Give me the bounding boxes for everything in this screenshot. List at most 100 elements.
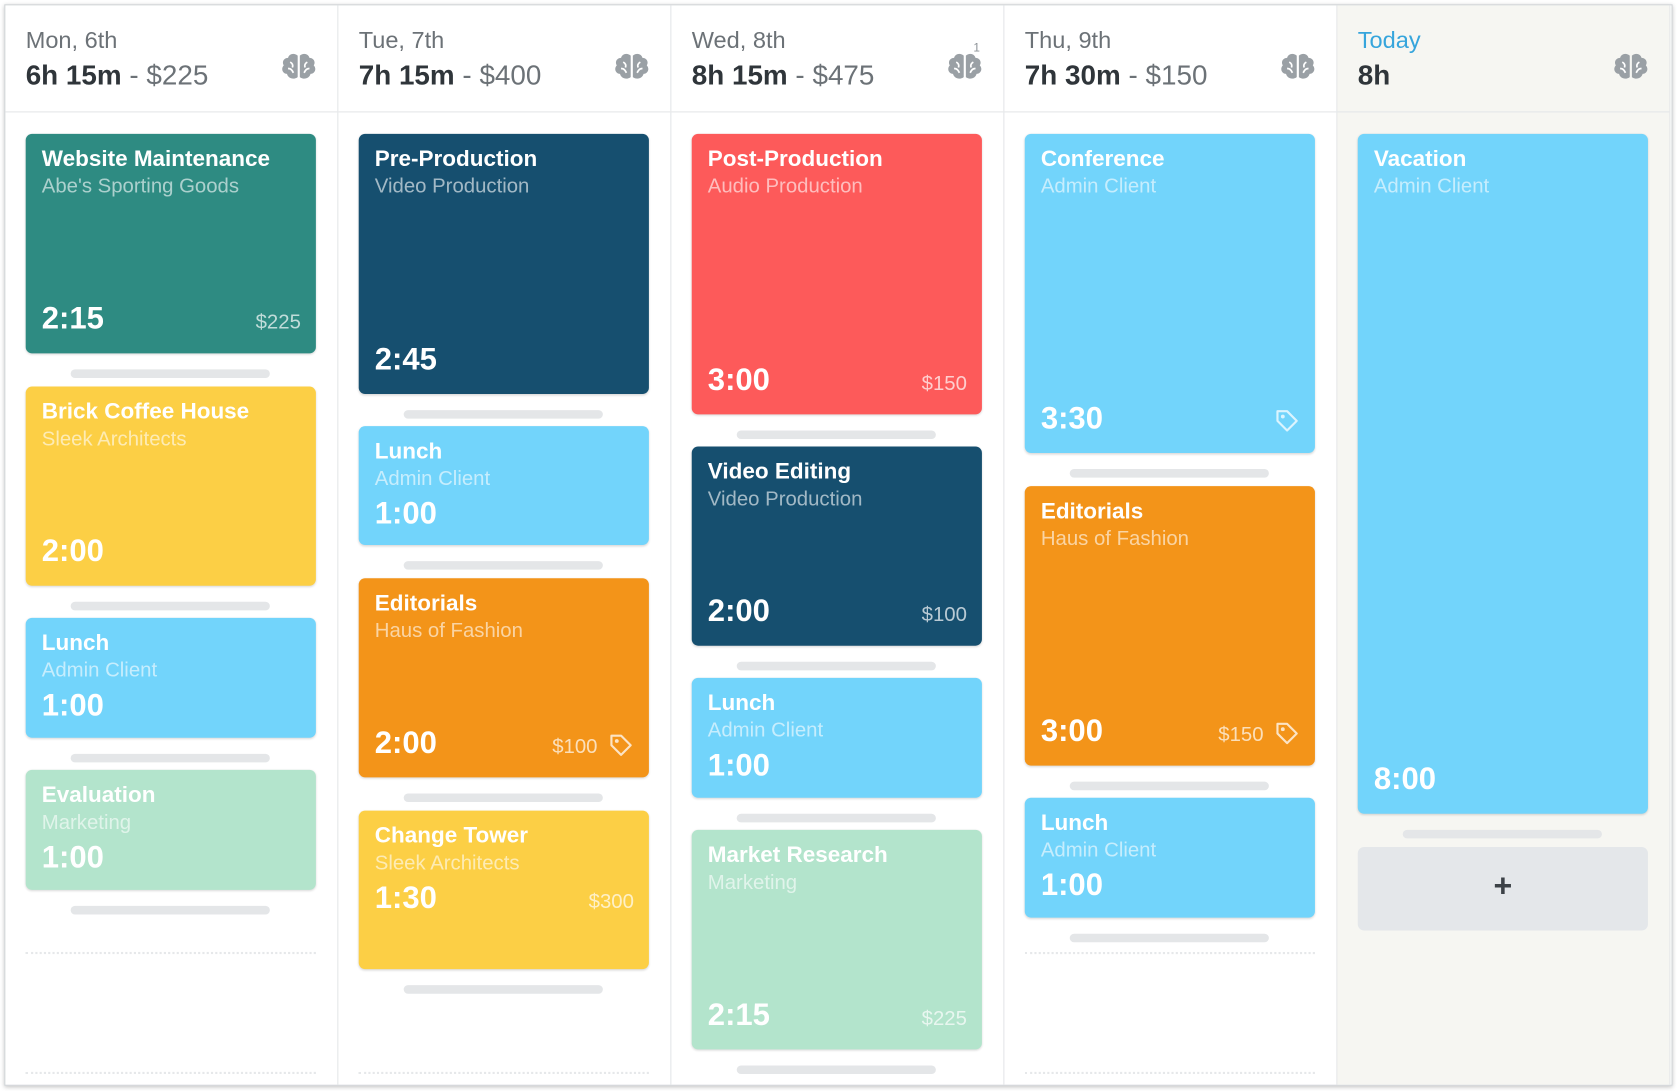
- time-entry[interactable]: Website Maintenance Abe's Sporting Goods 2…: [25, 133, 316, 354]
- empty-slot: [25, 951, 316, 955]
- add-entry-button[interactable]: +: [1357, 847, 1648, 931]
- drag-handle: [1402, 829, 1602, 839]
- entry-title: Conference: [1040, 146, 1165, 172]
- entry-title: Lunch: [707, 690, 776, 716]
- drag-handle: [736, 661, 936, 671]
- day-column: Mon, 6th 6h 15m - $225 Website Maintenance…: [5, 5, 339, 1085]
- entry-duration: 1:00: [374, 496, 437, 532]
- day-total: 7h 30m - $150: [1025, 59, 1208, 92]
- day-column: Wed, 8th 8h 15m - $475 1 Post-Production Aud…: [671, 5, 1005, 1085]
- day-header: Wed, 8th 8h 15m - $475 1: [671, 5, 1004, 113]
- separator-text: -: [462, 58, 472, 92]
- entry-title: Website Maintenance: [41, 146, 271, 172]
- entry-duration: 1:00: [41, 840, 104, 875]
- entry-amount: $100: [552, 735, 598, 759]
- entry-client: Admin Client: [374, 467, 491, 491]
- brain-icon[interactable]: [948, 52, 982, 89]
- time-entry[interactable]: Evaluation Marketing 1:00: [25, 769, 316, 890]
- drag-handle: [70, 601, 270, 611]
- total-hours: 8h 15m: [691, 58, 788, 92]
- time-entry[interactable]: Market Research Marketing 2:15 $225: [691, 829, 982, 1050]
- entry-title: Change Tower: [374, 823, 529, 849]
- time-entry[interactable]: Brick Coffee House Sleek Architects 2:00: [25, 386, 316, 586]
- entry-client: Admin Client: [41, 659, 158, 683]
- drag-handle: [70, 753, 270, 763]
- brain-icon[interactable]: [1614, 52, 1648, 89]
- day-total: 8h 15m - $475: [692, 59, 875, 92]
- day-header: Tue, 7th 7h 15m - $400: [338, 5, 671, 113]
- empty-slot: [1024, 951, 1315, 955]
- time-entry[interactable]: Conference Admin Client 3:30: [1024, 133, 1315, 453]
- time-entry[interactable]: Video Editing Video Production 2:00 $100: [691, 446, 982, 646]
- day-label: Thu, 9th: [1024, 26, 1112, 54]
- time-entry[interactable]: Lunch Admin Client 1:00: [358, 426, 649, 546]
- day-header: Today 8h: [1337, 5, 1670, 113]
- week-board: Mon, 6th 6h 15m - $225 Website Maintenance…: [4, 4, 1673, 1086]
- entry-client: Video Production: [374, 175, 530, 199]
- entry-amount: $225: [921, 1007, 967, 1031]
- time-entry[interactable]: Post-Production Audio Production 3:00 $150: [691, 133, 982, 415]
- entry-duration: 3:00: [707, 363, 770, 398]
- entry-client: Haus of Fashion: [1040, 527, 1189, 551]
- total-hours: 6h 15m: [25, 58, 122, 92]
- day-total: 7h 15m - $400: [359, 59, 542, 92]
- earnings: $475: [812, 58, 875, 92]
- separator-text: -: [795, 58, 805, 92]
- entry-client: Audio Production: [707, 175, 863, 199]
- entry-title: Evaluation: [41, 782, 156, 808]
- entry-title: Editorials: [1040, 498, 1144, 524]
- entry-duration: 3:30: [1040, 401, 1103, 436]
- total-hours: 8h: [1357, 58, 1391, 92]
- time-entry[interactable]: Editorials Haus of Fashion 2:00 $100: [358, 578, 649, 778]
- entry-duration: 2:00: [41, 534, 104, 569]
- entry-title: Lunch: [374, 439, 443, 464]
- entry-amount: $150: [1218, 723, 1264, 747]
- drag-handle: [1069, 781, 1269, 791]
- separator: -: [122, 59, 147, 91]
- separator: -: [1121, 59, 1146, 91]
- separator-text: -: [129, 58, 139, 92]
- entry-title: Post-Production: [707, 146, 883, 172]
- entry-client: Sleek Architects: [41, 428, 187, 451]
- entry-duration: 2:00: [374, 726, 437, 761]
- day-label: Today: [1357, 26, 1421, 54]
- time-entry[interactable]: Lunch Admin Client 1:00: [691, 677, 982, 798]
- drag-handle: [1069, 933, 1269, 943]
- entry-client: Video Production: [707, 488, 863, 511]
- entry-title: Lunch: [1040, 810, 1109, 836]
- brain-icon[interactable]: [282, 52, 316, 89]
- empty-slot: [25, 1071, 316, 1075]
- time-entry[interactable]: Vacation Admin Client 8:00: [1357, 133, 1648, 814]
- entry-title: Vacation: [1373, 146, 1467, 172]
- separator: -: [455, 59, 480, 91]
- drag-handle: [70, 369, 270, 378]
- entry-title: Editorials: [374, 591, 478, 616]
- entry-client: Haus of Fashion: [374, 619, 523, 643]
- earnings: $400: [479, 58, 542, 92]
- time-entry[interactable]: Change Tower Sleek Architects 1:30 $300: [358, 810, 649, 970]
- drag-handle: [736, 1065, 936, 1075]
- entry-client: Marketing: [707, 871, 798, 895]
- entry-client: Admin Client: [1040, 175, 1157, 199]
- entry-client: Sleek Architects: [374, 852, 520, 875]
- badge: 1: [973, 41, 980, 55]
- earnings: $150: [1145, 58, 1208, 92]
- time-entry[interactable]: Editorials Haus of Fashion 3:00 $150: [1024, 486, 1315, 766]
- entry-duration: 2:15: [41, 301, 104, 337]
- day-total: 6h 15m - $225: [26, 59, 209, 92]
- entry-amount: $225: [255, 311, 301, 335]
- separator-text: -: [1128, 58, 1138, 92]
- brain-icon[interactable]: [1281, 52, 1315, 89]
- entry-duration: 2:15: [707, 997, 770, 1033]
- time-entry[interactable]: Lunch Admin Client 1:00: [1024, 797, 1315, 918]
- time-entry[interactable]: Lunch Admin Client 1:00: [25, 617, 316, 738]
- brain-icon[interactable]: [615, 52, 649, 89]
- day-header: Thu, 9th 7h 30m - $150: [1004, 5, 1337, 113]
- earnings: $225: [146, 58, 209, 92]
- day-column: Tue, 7th 7h 15m - $400 Pre-Production Video…: [338, 5, 672, 1085]
- entry-title: Pre-Production: [374, 146, 538, 172]
- tag-icon: [1274, 408, 1300, 439]
- entry-amount: $300: [588, 890, 634, 914]
- time-entry[interactable]: Pre-Production Video Production 2:45: [358, 133, 649, 395]
